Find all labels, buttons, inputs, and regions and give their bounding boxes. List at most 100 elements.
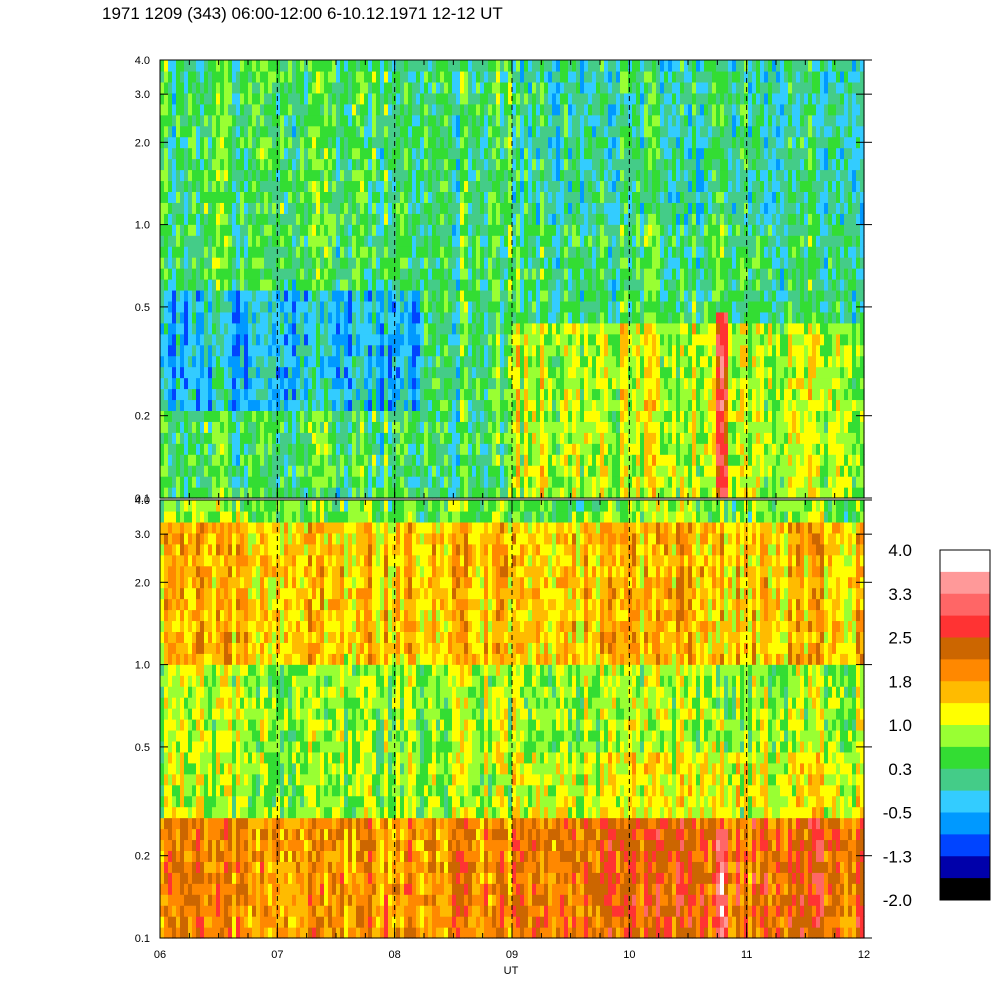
heatmap-cell — [224, 399, 229, 411]
heatmap-cell — [240, 103, 245, 116]
heatmap-cell — [356, 81, 361, 94]
heatmap-cell — [596, 158, 601, 171]
heatmap-cell — [624, 465, 629, 477]
heatmap-cell — [228, 180, 233, 192]
heatmap-cell — [612, 81, 617, 94]
heatmap-cell — [552, 454, 557, 466]
heatmap-cell — [540, 410, 545, 422]
heatmap-cell — [384, 202, 389, 214]
heatmap-cell — [572, 147, 577, 160]
heatmap-cell — [476, 311, 481, 324]
heatmap-cell — [192, 81, 197, 94]
heatmap-cell — [320, 136, 325, 149]
heatmap-cell — [532, 246, 537, 258]
heatmap-cell — [512, 322, 517, 335]
heatmap-cell — [220, 246, 225, 258]
heatmap-cell — [564, 246, 569, 258]
heatmap-cell — [552, 279, 557, 291]
heatmap-cell — [344, 92, 349, 105]
heatmap-cell — [424, 246, 429, 258]
heatmap-cell — [304, 158, 309, 171]
heatmap-cell — [320, 103, 325, 116]
heatmap-cell — [208, 322, 213, 335]
heatmap-cell — [612, 235, 617, 247]
heatmap-cell — [204, 421, 209, 433]
heatmap-cell — [572, 377, 577, 390]
heatmap-cell — [500, 213, 505, 225]
heatmap-cell — [512, 191, 517, 203]
heatmap-cell — [544, 180, 549, 192]
heatmap-cell — [284, 81, 289, 94]
heatmap-cell — [620, 125, 625, 138]
heatmap-cell — [536, 180, 541, 192]
heatmap-cell — [296, 421, 301, 433]
heatmap-cell — [328, 311, 333, 324]
heatmap-cell — [484, 355, 489, 368]
heatmap-cell — [308, 443, 313, 455]
heatmap-cell — [188, 257, 193, 269]
heatmap-cell — [404, 311, 409, 324]
heatmap-cell — [356, 443, 361, 455]
heatmap-cell — [352, 443, 357, 455]
heatmap-cell — [352, 169, 357, 182]
heatmap-cell — [648, 289, 653, 302]
heatmap-cell — [612, 300, 617, 313]
heatmap-cell — [220, 333, 225, 346]
heatmap-cell — [460, 454, 465, 466]
heatmap-cell — [372, 443, 377, 455]
heatmap-cell — [624, 410, 629, 422]
heatmap-cell — [336, 300, 341, 313]
heatmap-cell — [236, 333, 241, 346]
heatmap-cell — [176, 191, 181, 203]
heatmap-cell — [352, 224, 357, 236]
heatmap-cell — [280, 300, 285, 313]
heatmap-cell — [360, 421, 365, 433]
heatmap-cell — [380, 377, 385, 390]
heatmap-cell — [452, 443, 457, 455]
heatmap-cell — [292, 136, 297, 149]
heatmap-cell — [460, 169, 465, 182]
heatmap-cell — [172, 246, 177, 258]
heatmap-cell — [288, 377, 293, 390]
heatmap-cell — [320, 465, 325, 477]
heatmap-cell — [556, 235, 561, 247]
heatmap-cell — [456, 465, 461, 477]
heatmap-cell — [448, 443, 453, 455]
heatmap-cell — [512, 300, 517, 313]
heatmap-cell — [644, 355, 649, 368]
heatmap-cell — [340, 169, 345, 182]
heatmap-cell — [600, 257, 605, 269]
heatmap-cell — [292, 257, 297, 269]
heatmap-cell — [492, 388, 497, 401]
heatmap-cell — [592, 344, 597, 357]
heatmap-cell — [508, 377, 513, 390]
heatmap-cell — [364, 355, 369, 368]
heatmap-cell — [176, 224, 181, 236]
heatmap-cell — [460, 366, 465, 379]
heatmap-cell — [248, 136, 253, 149]
heatmap-cell — [596, 235, 601, 247]
heatmap-cell — [180, 235, 185, 247]
heatmap-cell — [616, 136, 621, 149]
heatmap-cell — [160, 103, 165, 116]
heatmap-cell — [460, 224, 465, 236]
heatmap-cell — [188, 191, 193, 203]
heatmap-cell — [572, 114, 577, 127]
heatmap-cell — [536, 344, 541, 357]
heatmap-cell — [160, 432, 165, 444]
heatmap-cell — [300, 355, 305, 368]
heatmap-cell — [576, 235, 581, 247]
heatmap-cell — [524, 202, 529, 214]
heatmap-cell — [448, 476, 453, 488]
heatmap-cell — [168, 333, 173, 346]
heatmap-cell — [388, 432, 393, 444]
heatmap-cell — [356, 224, 361, 236]
heatmap-cell — [364, 333, 369, 346]
heatmap-cell — [188, 224, 193, 236]
heatmap-cell — [632, 235, 637, 247]
heatmap-cell — [640, 465, 645, 477]
heatmap-cell — [220, 410, 225, 422]
heatmap-cell — [592, 191, 597, 203]
heatmap-cell — [180, 81, 185, 94]
heatmap-cell — [648, 60, 653, 72]
